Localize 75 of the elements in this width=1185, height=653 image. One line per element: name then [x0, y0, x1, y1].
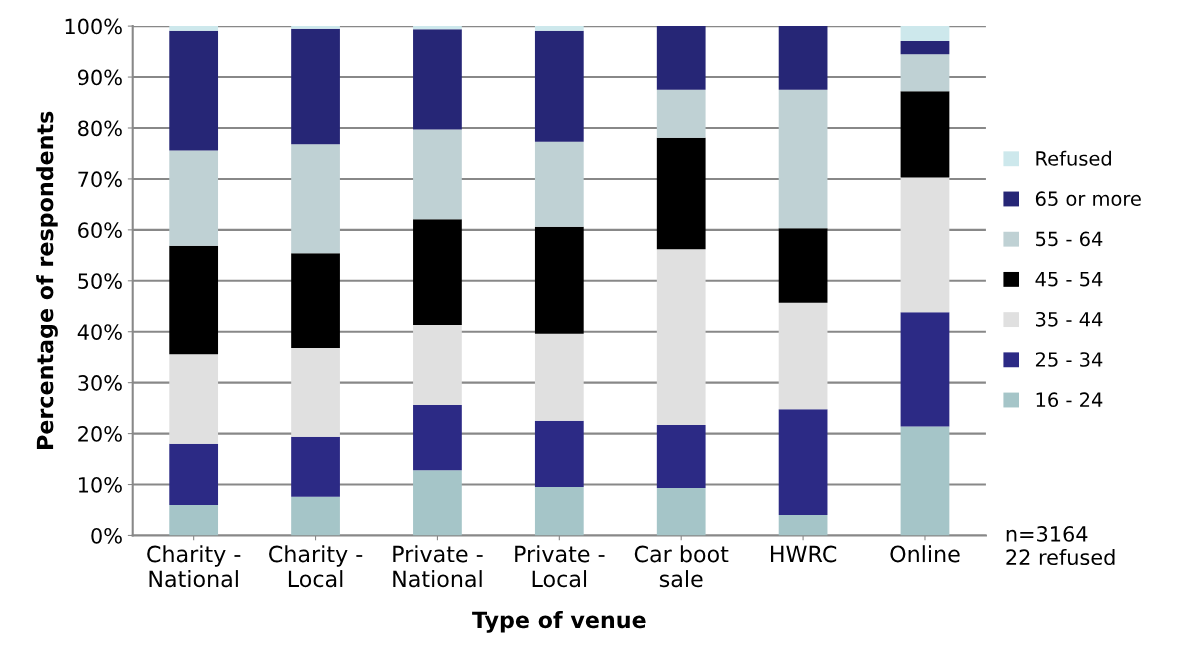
legend-label: Refused [1036, 150, 1111, 166]
y-tick-label: 0% [91, 527, 122, 544]
bar [534, 333, 584, 421]
bar [291, 436, 340, 497]
bar [778, 302, 828, 410]
bar [778, 26, 828, 90]
bar [291, 26, 340, 29]
bar [900, 40, 950, 55]
bar [534, 26, 584, 31]
bar [656, 89, 706, 138]
bar [778, 515, 828, 536]
bar [291, 28, 340, 145]
x-tick-label: Car boot sale [634, 545, 729, 588]
bar [169, 354, 219, 444]
bar [169, 245, 219, 355]
y-tick-label: 80% [78, 120, 122, 137]
bar [778, 409, 828, 516]
y-tick-label: 70% [78, 171, 122, 188]
y-tick-label: 30% [78, 375, 122, 391]
bar [900, 91, 950, 178]
bar [291, 496, 340, 536]
bar [413, 325, 462, 406]
legend-label: 45 - 54 [1035, 271, 1103, 287]
bar [534, 420, 584, 488]
bar [291, 144, 340, 254]
bar [169, 443, 219, 505]
bar [413, 129, 462, 220]
bar [656, 488, 706, 536]
y-tick-label: 20% [78, 426, 122, 442]
y-tick-label: 100% [65, 18, 122, 35]
bar [291, 253, 340, 349]
bar [656, 26, 706, 90]
bar [413, 219, 462, 326]
x-tick-label: Charity - National [147, 545, 241, 588]
bar [534, 30, 584, 142]
bar [413, 26, 462, 30]
bar [778, 89, 828, 229]
y-tick-label: 10% [78, 476, 122, 493]
bar [900, 312, 950, 427]
legend-label: 55 - 64 [1036, 231, 1103, 247]
bar [413, 29, 462, 130]
legend-label: 35 - 44 [1036, 311, 1103, 327]
bar [534, 226, 584, 334]
bar [413, 470, 462, 536]
bar [656, 249, 706, 425]
bar [900, 26, 950, 41]
x-tick-label: Private - National [393, 545, 483, 588]
bar [900, 54, 950, 92]
bar [534, 141, 584, 227]
x-tick-label: Online [890, 545, 960, 563]
legend-label: 65 or more [1035, 191, 1141, 207]
bar [656, 137, 706, 250]
x-tick-label: Charity - Local [269, 545, 363, 588]
x-axis-title: Type of venue [472, 611, 646, 633]
bar [778, 228, 828, 303]
bar [900, 177, 950, 313]
x-tick-label: HWRC [771, 545, 837, 563]
y-axis-title: Percentage of respondents [36, 111, 58, 449]
x-tick-label: Private - Local [515, 545, 605, 588]
bar [291, 348, 340, 437]
bar [169, 150, 219, 246]
y-tick-label: 60% [78, 222, 122, 239]
text: n=3164 22 refused [1006, 526, 1115, 566]
legend-label: 25 - 34 [1035, 352, 1103, 367]
bar [900, 426, 950, 536]
bar [413, 405, 462, 471]
y-tick-label: 90% [78, 69, 122, 86]
bar [656, 424, 706, 489]
y-tick-label: 50% [78, 273, 122, 289]
legend-label: 16 - 24 [1036, 392, 1103, 408]
bar [534, 487, 584, 536]
bar [169, 504, 219, 536]
bar [169, 26, 219, 31]
y-tick-label: 40% [77, 324, 122, 340]
bar [169, 30, 219, 151]
